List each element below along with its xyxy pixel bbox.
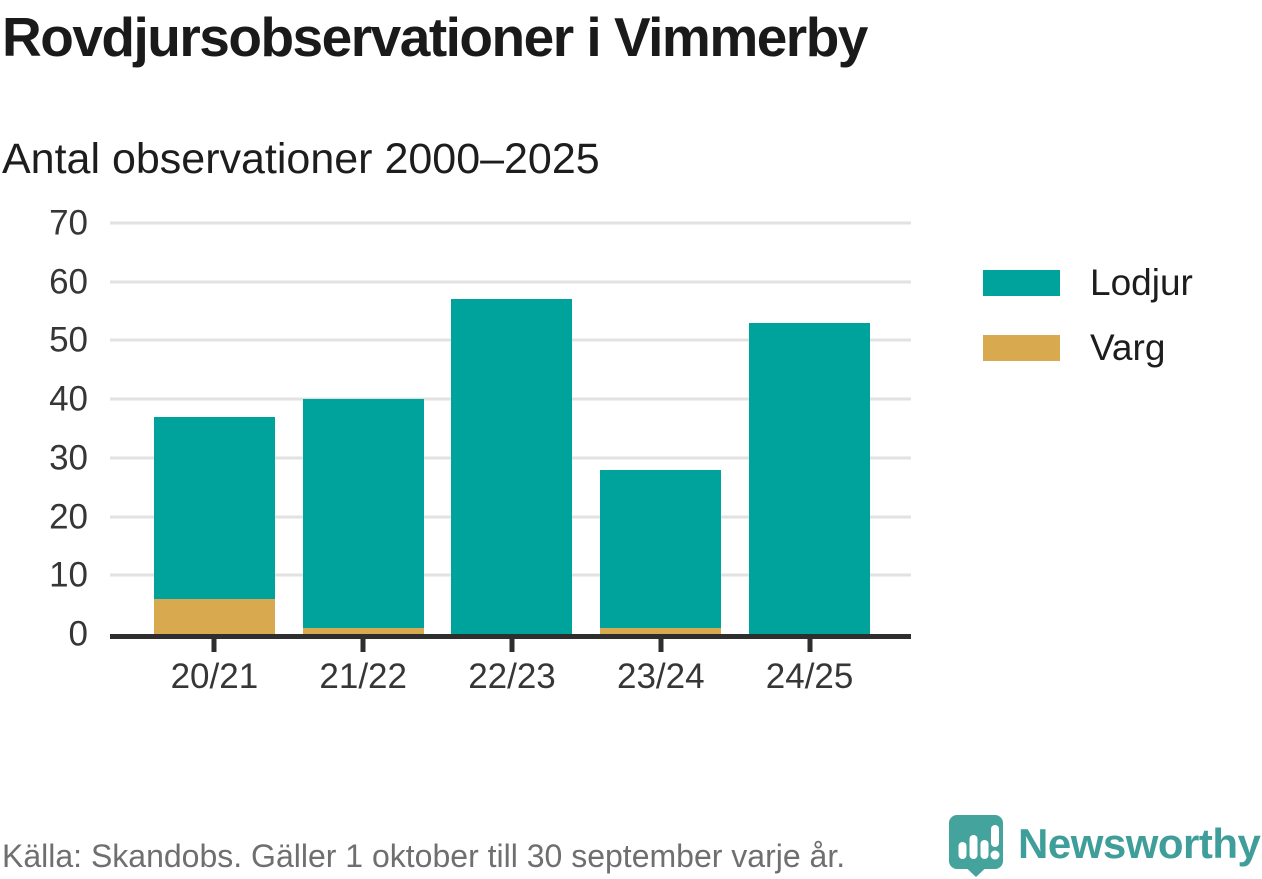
x-tick-20-21: [211, 639, 217, 652]
bar-slot-24-25: 24/25: [735, 223, 884, 696]
newsworthy-logo-icon: [949, 815, 1003, 877]
legend-swatch-lodjur: [983, 269, 1060, 296]
y-tick-label-40: 40: [49, 379, 88, 419]
bar-segment-lodjur-20-21: [153, 416, 275, 599]
x-tick-label-20-21: 20/21: [170, 657, 259, 696]
bar-segment-lodjur-22-23: [451, 299, 573, 634]
y-tick-label-70: 70: [49, 203, 88, 243]
x-tick-23-24: [658, 639, 664, 652]
x-tick-21-22: [360, 639, 366, 652]
bar-slot-22-23: 22/23: [438, 223, 587, 696]
legend-item-lodjur: Lodjur: [983, 264, 1193, 301]
legend-item-varg: Varg: [983, 329, 1193, 366]
bars-container: 20/21 21/22 22/23 23/24 24/25: [140, 223, 884, 696]
y-tick-label-30: 30: [49, 438, 88, 478]
bar-slot-23-24: 23/24: [586, 223, 735, 696]
bar-segment-lodjur-21-22: [302, 399, 424, 629]
bar-21-22: [302, 223, 424, 634]
chart-title: Rovdjursobservationer i Vimmerby: [2, 6, 868, 68]
plot-area: 0 10 20 30 40 50 60 70 20/21 21/22 22/23 23/24 24/25: [49, 206, 911, 696]
bar-segment-varg-21-22: [302, 628, 424, 634]
bar-23-24: [600, 223, 722, 634]
source-note: Källa: Skandobs. Gäller 1 oktober till 3…: [2, 838, 846, 874]
x-tick-24-25: [807, 639, 813, 652]
bar-segment-lodjur-23-24: [600, 469, 722, 629]
legend-label-varg: Varg: [1090, 327, 1166, 368]
legend-label-lodjur: Lodjur: [1090, 262, 1193, 303]
bar-20-21: [153, 223, 275, 634]
bar-segment-lodjur-24-25: [749, 322, 871, 634]
gridline-70: [110, 221, 911, 225]
x-tick-label-21-22: 21/22: [319, 657, 407, 696]
y-tick-label-60: 60: [49, 262, 88, 302]
x-tick-22-23: [509, 639, 515, 652]
bar-slot-20-21: 20/21: [140, 223, 289, 696]
y-tick-label-10: 10: [49, 555, 88, 595]
y-tick-label-50: 50: [49, 320, 88, 360]
brand-name: Newsworthy: [1018, 820, 1261, 867]
bar-segment-varg-20-21: [153, 598, 275, 634]
x-tick-label-22-23: 22/23: [468, 657, 556, 696]
x-tick-label-24-25: 24/25: [765, 657, 854, 696]
y-tick-label-20: 20: [49, 497, 88, 537]
bar-segment-varg-23-24: [600, 628, 722, 634]
brand-lockup: Newsworthy: [948, 814, 1261, 878]
y-tick-label-0: 0: [68, 614, 88, 654]
bar-22-23: [451, 223, 573, 634]
gridline-60: [110, 280, 911, 284]
legend: Lodjur Varg: [983, 264, 1193, 366]
legend-swatch-varg: [983, 334, 1060, 361]
bar-slot-21-22: 21/22: [289, 223, 438, 696]
chart-subtitle: Antal observationer 2000–2025: [2, 135, 600, 183]
x-tick-label-23-24: 23/24: [616, 657, 705, 696]
bar-24-25: [749, 223, 871, 634]
